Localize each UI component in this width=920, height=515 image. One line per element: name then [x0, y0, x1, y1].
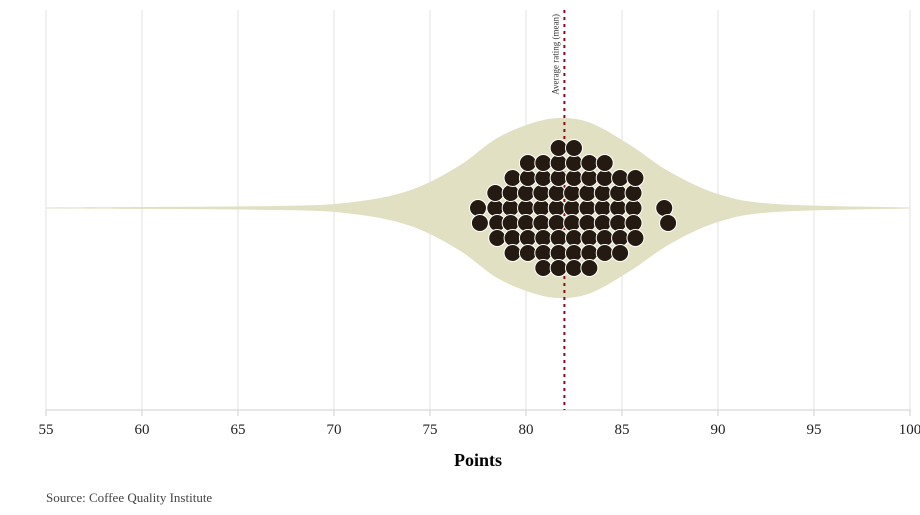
data-point [579, 215, 596, 232]
data-point [550, 170, 567, 187]
data-point [564, 215, 581, 232]
data-point [519, 230, 536, 247]
x-tick-label: 85 [615, 422, 630, 438]
x-axis-label: Points [438, 450, 518, 471]
data-point [566, 155, 583, 172]
data-point [518, 200, 535, 217]
data-point [566, 260, 583, 277]
x-tick-label: 60 [135, 422, 150, 438]
data-point [596, 170, 613, 187]
data-point [548, 200, 565, 217]
x-tick-label: 55 [39, 422, 54, 438]
data-point [535, 170, 552, 187]
data-point [625, 200, 642, 217]
data-point [502, 215, 519, 232]
data-point [519, 155, 536, 172]
data-point [596, 245, 613, 262]
data-point [596, 155, 613, 172]
data-point [612, 245, 629, 262]
data-point [502, 185, 519, 202]
data-point [550, 260, 567, 277]
data-point [581, 260, 598, 277]
data-point [566, 245, 583, 262]
data-point [535, 230, 552, 247]
data-point [518, 215, 535, 232]
x-tick-label: 75 [423, 422, 438, 438]
data-point [627, 170, 644, 187]
data-point [533, 215, 550, 232]
data-point [489, 230, 506, 247]
data-point [504, 230, 521, 247]
beeswarm-violin-chart: 55 60 65 70 75 80 85 90 95 100 Average rating (mea… [0, 0, 920, 515]
data-point [610, 215, 627, 232]
data-point [535, 260, 552, 277]
data-point [564, 185, 581, 202]
data-point [610, 200, 627, 217]
chart-container: 55 60 65 70 75 80 85 90 95 100 Average rating (mea… [0, 0, 920, 515]
data-point [581, 155, 598, 172]
data-point [581, 245, 598, 262]
data-point [612, 170, 629, 187]
data-point [564, 200, 581, 217]
data-point [579, 200, 596, 217]
source-text: Source: Coffee Quality Institute [46, 490, 212, 506]
data-point [550, 155, 567, 172]
data-point [625, 215, 642, 232]
data-point [502, 200, 519, 217]
data-point [548, 215, 565, 232]
data-point [594, 185, 611, 202]
data-point [533, 200, 550, 217]
data-point [566, 170, 583, 187]
data-point [625, 185, 642, 202]
data-point [487, 200, 504, 217]
data-point [610, 185, 627, 202]
data-point [594, 200, 611, 217]
x-tick-label: 65 [231, 422, 246, 438]
x-tick-label: 100 [899, 422, 920, 438]
data-point [566, 140, 583, 157]
data-point [612, 230, 629, 247]
data-point [504, 245, 521, 262]
data-point [566, 230, 583, 247]
x-tick-label: 90 [711, 422, 726, 438]
data-point [594, 215, 611, 232]
data-point [533, 185, 550, 202]
data-point [535, 245, 552, 262]
data-point [579, 185, 596, 202]
data-point [581, 230, 598, 247]
x-tick-label: 70 [327, 422, 342, 438]
data-point [487, 185, 504, 202]
data-point [660, 215, 677, 232]
data-point [550, 140, 567, 157]
data-point [470, 200, 487, 217]
data-point [519, 170, 536, 187]
data-point [550, 230, 567, 247]
data-point [471, 215, 488, 232]
data-point [627, 230, 644, 247]
data-point [548, 185, 565, 202]
data-point [550, 245, 567, 262]
data-point [504, 170, 521, 187]
x-tick-label: 95 [807, 422, 822, 438]
data-point [581, 170, 598, 187]
data-point [518, 185, 535, 202]
x-tick-label: 80 [519, 422, 534, 438]
mean-line-label: Average rating (mean) [550, 14, 560, 95]
data-point [535, 155, 552, 172]
data-point [656, 200, 673, 217]
data-point [519, 245, 536, 262]
data-point [596, 230, 613, 247]
